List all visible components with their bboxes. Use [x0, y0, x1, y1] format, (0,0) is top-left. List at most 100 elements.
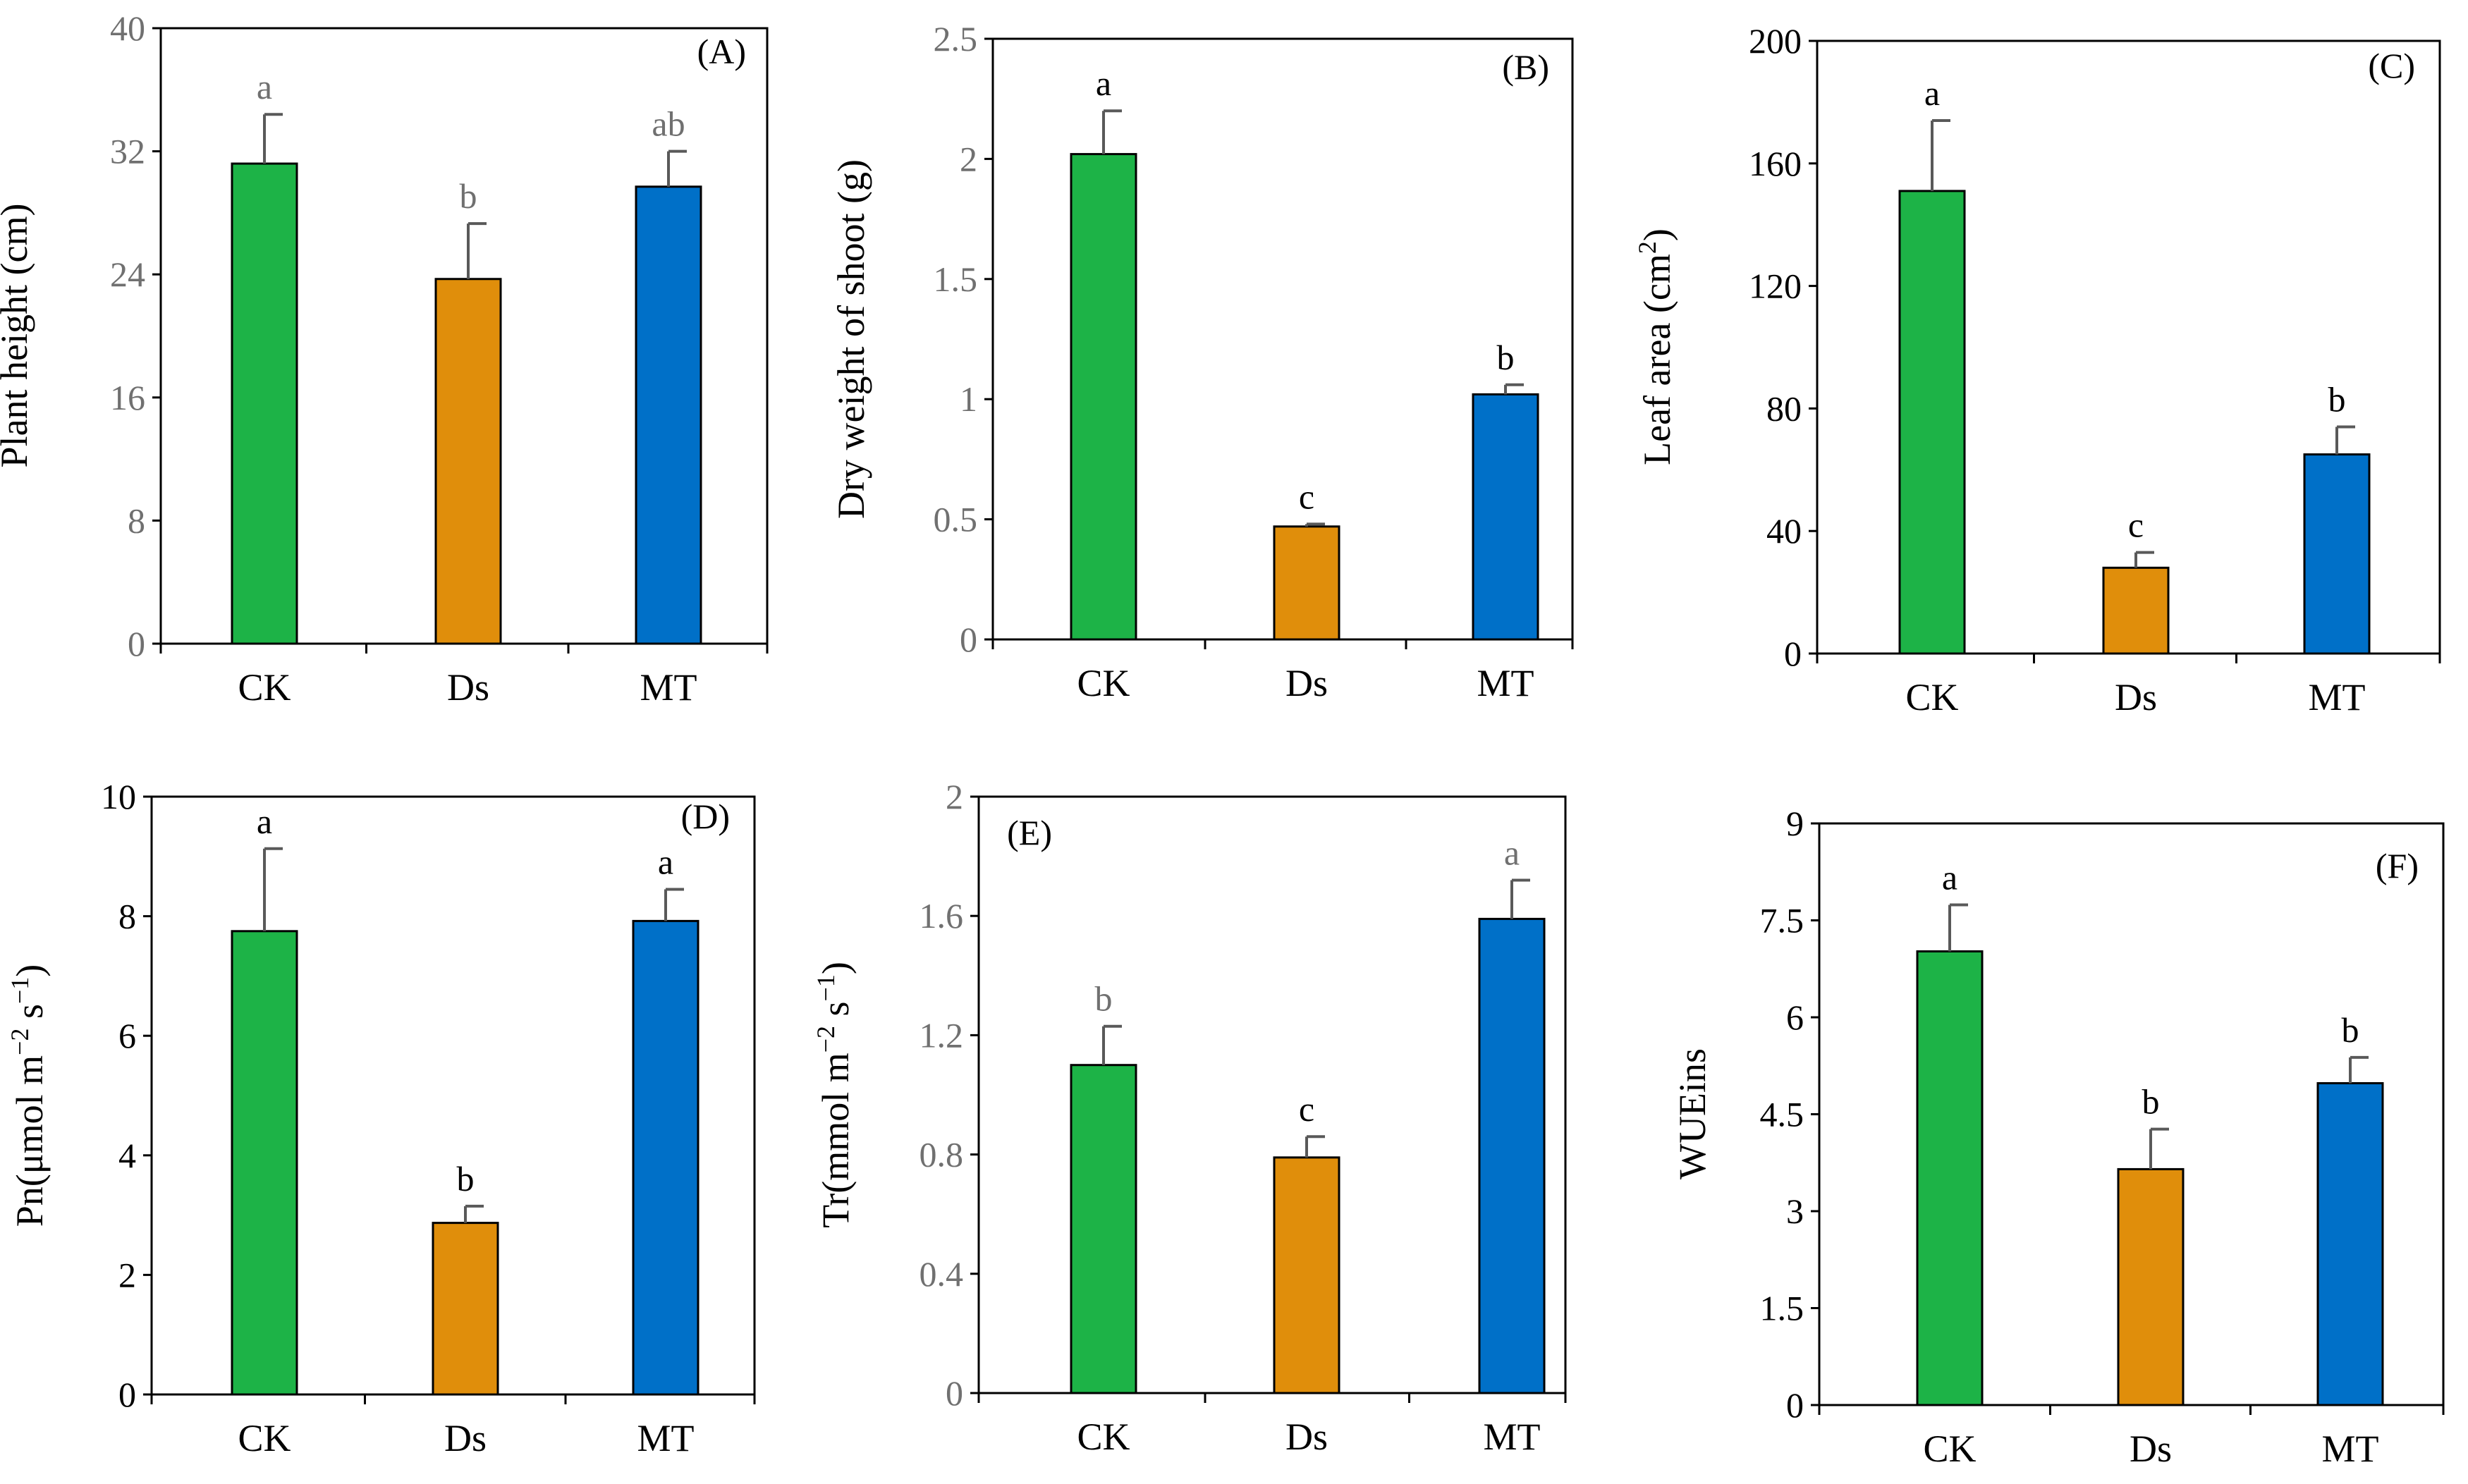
y-tick-label: 40: [110, 8, 145, 48]
bar-ck: [231, 930, 298, 1396]
bar-mt: [2303, 453, 2371, 655]
category-label-ck: CK: [1905, 676, 1958, 718]
y-tick-label: 120: [1749, 266, 1802, 306]
bar-ds: [434, 278, 502, 645]
y-axis-title: WUEins: [1671, 1048, 1713, 1179]
y-tick-label: 0.8: [920, 1135, 964, 1175]
bar-mt: [1478, 917, 1546, 1394]
y-tick-label: 0: [118, 1375, 136, 1414]
y-tick-label: 40: [1766, 511, 1802, 551]
y-tick-label: 2: [946, 777, 963, 816]
y-tick-label: 2.5: [934, 19, 978, 59]
y-tick-label: 9: [1786, 804, 1804, 843]
bar-ds: [432, 1222, 499, 1396]
panel-label: (A): [697, 32, 746, 71]
bar-ck: [1898, 190, 1966, 655]
bar-ck: [231, 162, 298, 645]
category-label-mt: MT: [1477, 662, 1534, 704]
y-tick-label: 7.5: [1760, 901, 1804, 940]
category-label-ck: CK: [1077, 1416, 1130, 1458]
y-tick-label: 6: [118, 1016, 136, 1055]
panel-label: (C): [2368, 46, 2415, 85]
significance-letter: a: [1096, 63, 1111, 103]
category-label-mt: MT: [637, 1417, 695, 1459]
significance-letter: b: [460, 176, 477, 216]
bar-ds: [1273, 525, 1340, 641]
y-tick-label: 8: [128, 501, 145, 540]
significance-letter: b: [1497, 338, 1515, 377]
category-label-ds: Ds: [1285, 1416, 1328, 1458]
y-tick-label: 16: [110, 378, 145, 417]
chart-panel-f: 0 1.5 3 4.5 6 7.5 9 a CK b Ds b MT (F) WUEins: [1671, 804, 2445, 1470]
bar-mt: [2316, 1082, 2384, 1406]
significance-letter: c: [2128, 505, 2144, 545]
category-label-ck: CK: [238, 666, 291, 709]
y-tick-label: 4: [118, 1136, 136, 1175]
panel-label: (D): [681, 797, 730, 836]
significance-letter: b: [2328, 379, 2346, 419]
category-label-mt: MT: [640, 666, 697, 709]
significance-letter: c: [1299, 1089, 1314, 1129]
bar-ck: [1916, 950, 1984, 1406]
bar-ck: [1070, 153, 1137, 641]
category-label-ds: Ds: [2130, 1428, 2172, 1470]
significance-letter: a: [658, 842, 673, 881]
significance-letter: b: [2342, 1010, 2359, 1050]
significance-letter: b: [1095, 979, 1113, 1019]
y-tick-label: 0: [960, 620, 977, 659]
chart-panel-b: 0 0.5 1 1.5 2 2.5 a CK c Ds b MT (B) Dry weight of sh…: [830, 19, 1574, 704]
significance-letter: b: [457, 1159, 475, 1198]
bar-ds: [1273, 1156, 1340, 1394]
y-tick-label: 160: [1749, 144, 1802, 183]
bar-mt: [632, 919, 700, 1396]
y-tick-label: 1: [960, 379, 977, 419]
category-label-mt: MT: [2322, 1428, 2379, 1470]
panel-label: (F): [2376, 846, 2419, 885]
y-tick-label: 1.2: [920, 1015, 964, 1055]
category-label-ds: Ds: [1285, 662, 1328, 704]
bar-ds: [2102, 566, 2170, 655]
y-axis-title: Pn(μmol m−2 s−1): [6, 964, 51, 1227]
y-tick-label: 0.4: [920, 1254, 964, 1294]
y-tick-label: 0: [946, 1373, 963, 1413]
y-tick-label: 80: [1766, 388, 1802, 428]
y-axis-title: Dry weight of shoot (g): [830, 159, 872, 519]
y-tick-label: 0: [1786, 1385, 1804, 1425]
bar-ds: [2117, 1167, 2185, 1406]
significance-letter: ab: [652, 104, 685, 144]
y-tick-label: 6: [1786, 998, 1804, 1037]
significance-letter: a: [1924, 73, 1940, 113]
bar-mt: [635, 185, 702, 645]
significance-letter: a: [1942, 858, 1957, 897]
category-label-mt: MT: [1484, 1416, 1541, 1458]
category-label-mt: MT: [2309, 676, 2366, 718]
y-axis-title: Plant height (cm): [0, 204, 35, 468]
category-label-ds: Ds: [447, 666, 489, 709]
significance-letter: a: [257, 802, 272, 841]
category-label-ds: Ds: [444, 1417, 487, 1459]
y-tick-label: 0: [1784, 634, 1802, 673]
y-axis-title: Tr(mmol m−2 s−1): [812, 962, 857, 1228]
category-label-ck: CK: [1923, 1428, 1976, 1470]
chart-panel-e: 0 0.4 0.8 1.2 1.6 2 b CK c Ds a MT (E) Tr(mmol m−2 s−…: [812, 777, 1567, 1458]
y-tick-label: 0.5: [934, 500, 978, 539]
y-axis-title: Leaf area (cm2): [1633, 228, 1678, 465]
significance-letter: a: [257, 67, 272, 106]
y-tick-label: 200: [1749, 21, 1802, 61]
y-tick-label: 8: [118, 897, 136, 936]
panel-label: (B): [1502, 47, 1549, 87]
y-tick-label: 24: [110, 255, 145, 294]
y-tick-label: 2: [118, 1255, 136, 1294]
y-tick-label: 1.5: [1760, 1289, 1804, 1328]
significance-letter: b: [2142, 1082, 2160, 1122]
y-tick-label: 0: [128, 624, 145, 663]
chart-panel-a: 0 8 16 24 32 40 a CK b Ds ab MT (A) Plant height (cm): [0, 8, 769, 709]
bar-ck: [1070, 1064, 1137, 1394]
y-tick-label: 4.5: [1760, 1095, 1804, 1134]
category-label-ds: Ds: [2115, 676, 2157, 718]
y-tick-label: 10: [101, 777, 136, 816]
chart-panel-c: 0 40 80 120 160 200 a CK c Ds b MT (C) Leaf area (cm2…: [1633, 21, 2441, 718]
chart-panel-d: 0 2 4 6 8 10 a CK b Ds a MT (D) Pn(μmol m−2 s−1): [6, 777, 756, 1459]
y-tick-label: 32: [110, 132, 145, 171]
